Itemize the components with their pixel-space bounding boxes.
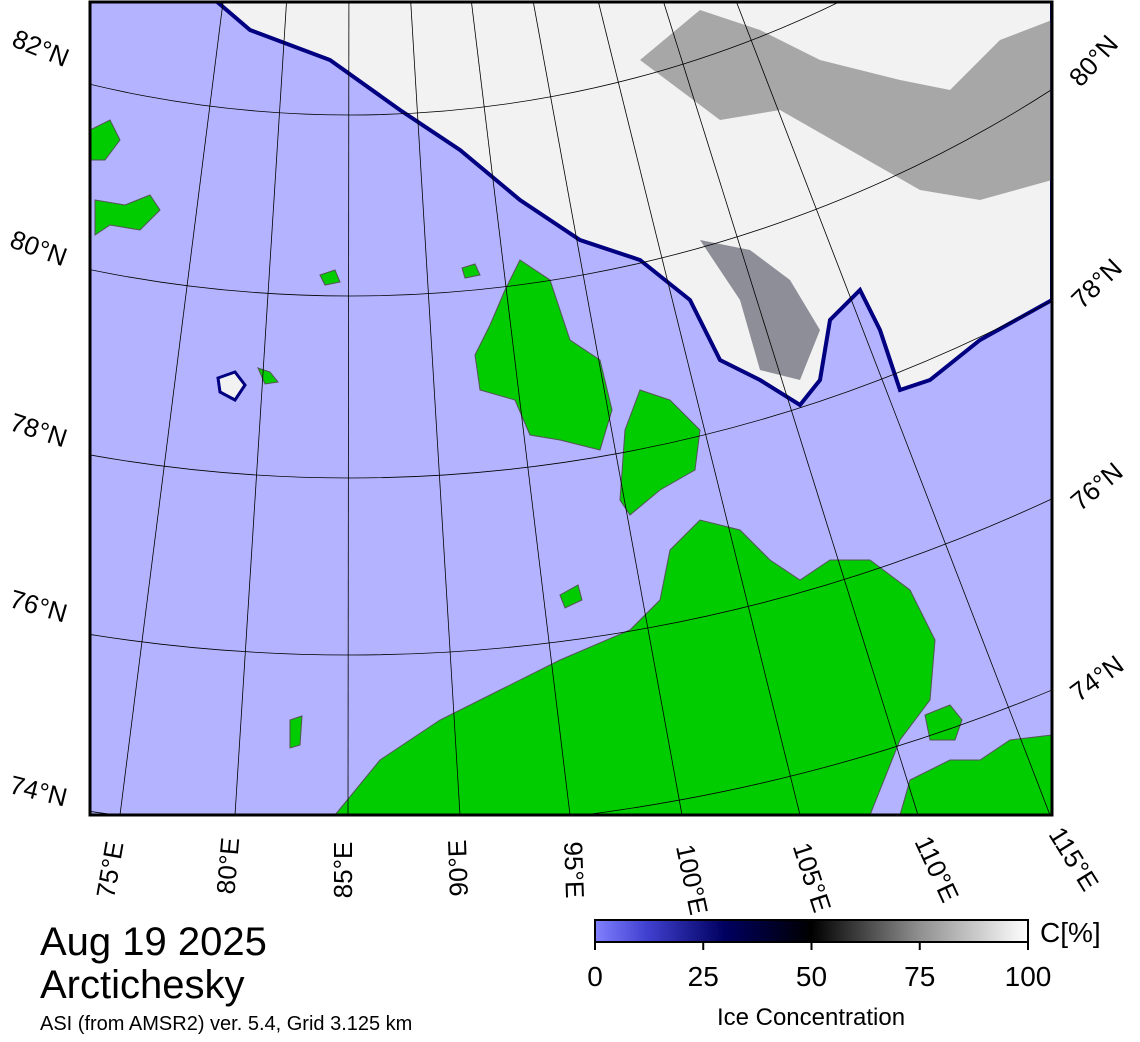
parallel	[90, 88, 1052, 297]
lat-label: 74°N	[7, 769, 71, 812]
colorbar	[594, 919, 1029, 943]
map-frame	[88, 0, 1054, 817]
lon-label: 100°E	[670, 842, 714, 918]
lat-label: 74°N	[1064, 649, 1129, 707]
land	[334, 519, 936, 815]
land	[474, 259, 613, 451]
meridian	[119, 2, 224, 815]
lon-label: 110°E	[909, 831, 965, 906]
colorbar-tick-label: 25	[688, 961, 719, 992]
meridian	[663, 2, 919, 815]
lon-label: 80°E	[210, 836, 245, 895]
colorbar-tick-label: 100	[1005, 961, 1052, 992]
ice-floe	[216, 370, 247, 402]
lat-label: 80°N	[1063, 29, 1124, 92]
dense-ice	[640, 10, 1052, 200]
lat-label: 80°N	[6, 224, 71, 272]
meridian	[598, 2, 801, 815]
meridian	[410, 2, 461, 815]
lon-label: 90°E	[442, 839, 474, 897]
meridian	[471, 2, 571, 815]
land	[257, 263, 583, 749]
parallel	[90, 2, 840, 116]
land	[619, 389, 701, 516]
meridian	[736, 2, 1051, 815]
colorbar-tick-label: 50	[796, 961, 827, 992]
lat-label: 78°N	[6, 407, 71, 453]
region: Arctichesky	[40, 963, 245, 1007]
lat-label: 76°N	[1065, 456, 1129, 516]
colorbar-unit: C[%]	[1040, 917, 1101, 948]
colorbar-tick-label: 75	[904, 961, 935, 992]
graticule	[90, 2, 1052, 815]
lat-label: 82°N	[8, 23, 73, 73]
meridian	[532, 2, 683, 815]
lat-label: 76°N	[7, 584, 71, 629]
source: ASI (from AMSR2) ver. 5.4, Grid 3.125 km	[40, 1013, 412, 1035]
lat-label: 78°N	[1065, 253, 1128, 315]
colorbar-tick-label: 0	[587, 961, 603, 992]
lon-label: 105°E	[787, 839, 838, 916]
colorbar-label: Ice Concentration	[717, 1004, 905, 1031]
lon-label: 115°E	[1043, 822, 1105, 897]
date: Aug 19 2025	[40, 920, 267, 964]
meridian	[234, 2, 287, 815]
lon-label: 85°E	[328, 842, 358, 899]
lon-label: 75°E	[90, 839, 129, 900]
land	[899, 734, 1052, 815]
land	[90, 119, 161, 236]
map-area	[90, 2, 1052, 815]
colorbar-ticks: 0 25 50 75 100	[587, 942, 1051, 992]
meridian	[347, 2, 350, 815]
lon-label: 95°E	[558, 841, 590, 899]
